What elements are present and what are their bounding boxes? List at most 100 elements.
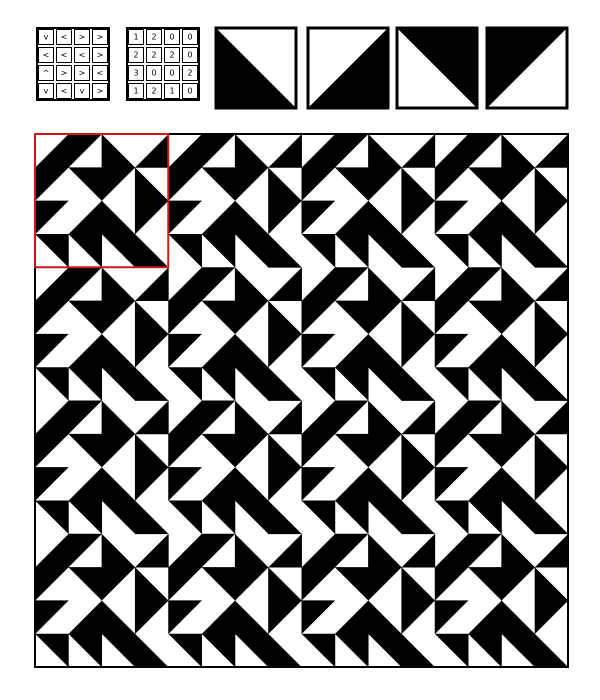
mosaic-triangle xyxy=(268,500,302,535)
mosaic-triangle xyxy=(101,633,136,668)
rotation-cell xyxy=(164,29,180,45)
tile-black-top-left xyxy=(485,26,569,110)
mosaic-triangle xyxy=(368,367,402,401)
mosaic-triangle xyxy=(201,233,236,268)
mosaic-triangle xyxy=(268,433,302,468)
mosaic-triangle xyxy=(168,500,202,535)
mosaic-triangle xyxy=(35,300,69,335)
mosaic-triangle xyxy=(501,300,536,335)
mosaic-triangle xyxy=(301,400,336,435)
mosaic-triangle xyxy=(301,633,336,668)
mosaic-triangle xyxy=(501,333,536,368)
mosaic-triangle xyxy=(101,467,136,501)
repeat-unit-highlight xyxy=(34,133,170,269)
mosaic-triangle xyxy=(434,600,469,635)
mosaic-triangle xyxy=(334,267,369,301)
mosaic-triangle xyxy=(501,633,536,668)
mosaic-triangle xyxy=(134,500,169,535)
mosaic-triangle xyxy=(468,600,502,635)
mosaic-triangle xyxy=(334,167,369,202)
mosaic-triangle xyxy=(35,567,69,601)
mosaic-triangle xyxy=(101,400,136,435)
mosaic-triangle xyxy=(101,533,136,568)
mosaic-triangle xyxy=(401,300,436,335)
mosaic-triangle xyxy=(101,267,136,301)
mosaic-triangle xyxy=(234,433,269,468)
direction-symbol: > xyxy=(79,69,86,78)
mosaic-triangle xyxy=(434,233,469,268)
mosaic-triangle xyxy=(101,433,136,468)
direction-cell xyxy=(56,29,72,45)
mosaic-triangle xyxy=(401,367,436,401)
mosaic-triangle xyxy=(401,533,436,568)
mosaic-triangle xyxy=(468,633,502,668)
mosaic-triangle xyxy=(101,167,136,202)
rotation-symbol: 2 xyxy=(133,51,138,60)
mosaic-triangle xyxy=(35,467,69,501)
mosaic-triangle xyxy=(334,600,369,635)
mosaic-triangle xyxy=(35,333,69,368)
rotation-symbol: 2 xyxy=(187,69,192,78)
mosaic-triangle xyxy=(534,300,569,335)
mosaic-triangle xyxy=(301,200,336,235)
mosaic-triangle xyxy=(368,567,402,601)
mosaic-triangle xyxy=(534,134,569,168)
mosaic-triangle xyxy=(134,167,169,202)
tile-black-bottom-left xyxy=(214,26,298,110)
mosaic-triangle xyxy=(201,167,236,202)
direction-symbol: ^ xyxy=(43,69,50,78)
mosaic-triangle xyxy=(68,433,103,468)
rotation-cell xyxy=(128,47,144,63)
mosaic-triangle xyxy=(434,267,469,301)
mosaic-triangle xyxy=(401,400,436,435)
mosaic-triangle xyxy=(368,167,402,202)
mosaic-triangle xyxy=(501,167,536,202)
mosaic-triangle xyxy=(401,633,436,668)
mosaic-triangle xyxy=(268,267,302,301)
mosaic-triangle xyxy=(268,134,302,168)
rotation-symbol: 2 xyxy=(169,51,174,60)
mosaic-triangle xyxy=(434,500,469,535)
mosaic-triangle xyxy=(534,633,569,668)
mosaic-triangle xyxy=(401,134,436,168)
mosaic-triangle xyxy=(268,633,302,668)
mosaic-triangle xyxy=(168,300,202,335)
mosaic-triangle xyxy=(368,433,402,468)
mosaic-triangle xyxy=(368,333,402,368)
direction-cell xyxy=(56,83,72,99)
mosaic-triangle xyxy=(334,567,369,601)
mosaic-triangle xyxy=(68,367,103,401)
rotation-symbol: 1 xyxy=(133,87,138,96)
direction-symbol: < xyxy=(43,51,50,60)
mosaic-triangle xyxy=(234,467,269,501)
mosaic-triangle xyxy=(168,134,202,168)
mosaic-triangle xyxy=(68,600,103,635)
mosaic-triangle xyxy=(201,533,236,568)
mosaic-triangle xyxy=(168,567,202,601)
rotation-cell xyxy=(182,83,198,99)
mosaic-pattern xyxy=(34,133,569,668)
direction-symbol: > xyxy=(97,33,104,42)
rotation-symbol: 0 xyxy=(187,33,192,42)
mosaic-triangle xyxy=(35,433,69,468)
direction-cell xyxy=(56,47,72,63)
rotation-symbol: 0 xyxy=(187,51,192,60)
mosaic-triangle xyxy=(434,567,469,601)
direction-cell xyxy=(38,29,54,45)
mosaic-triangle xyxy=(201,300,236,335)
mosaic-triangle xyxy=(368,533,402,568)
mosaic-triangle xyxy=(201,567,236,601)
mosaic-triangle xyxy=(401,167,436,202)
mosaic-triangle xyxy=(368,600,402,635)
mosaic-triangle xyxy=(534,400,569,435)
mosaic-triangle xyxy=(234,567,269,601)
mosaic-triangle xyxy=(468,567,502,601)
mosaic-triangle xyxy=(401,567,436,601)
mosaic-triangle xyxy=(201,134,236,168)
mosaic-triangle xyxy=(401,500,436,535)
mosaic-triangle xyxy=(434,300,469,335)
mosaic-triangle xyxy=(168,633,202,668)
mosaic-triangle xyxy=(301,300,336,335)
mosaic-triangle xyxy=(468,200,502,235)
mosaic-triangle xyxy=(134,533,169,568)
